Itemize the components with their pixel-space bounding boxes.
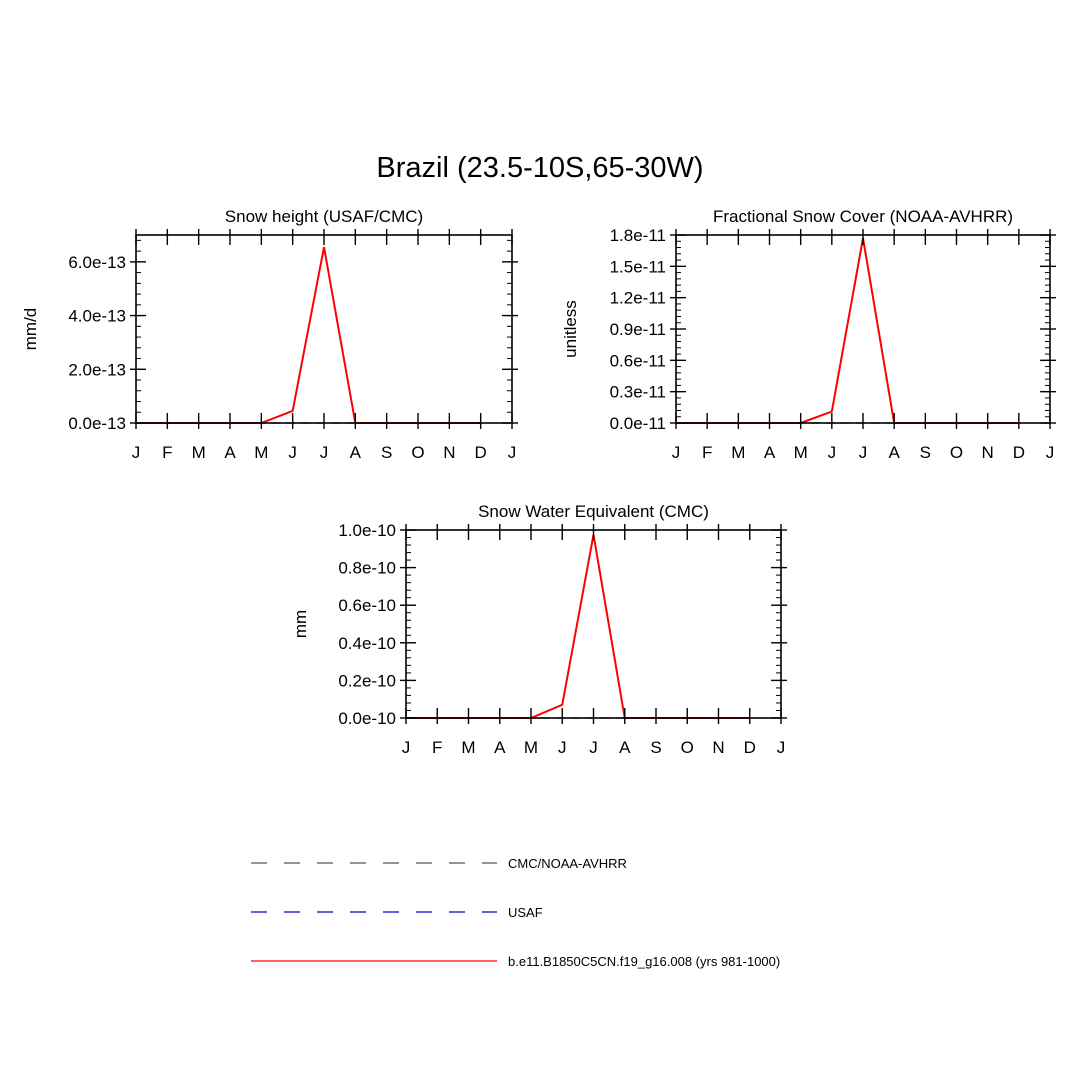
y-tick-label: 0.0e-13 xyxy=(68,414,126,433)
x-tick-label: J xyxy=(402,738,411,757)
plot-frame xyxy=(675,234,1051,424)
y-tick-label: 0.4e-10 xyxy=(338,634,396,653)
x-tick-label: J xyxy=(777,738,786,757)
x-tick-label: J xyxy=(859,443,868,462)
x-tick-label: M xyxy=(461,738,475,757)
x-tick-label: S xyxy=(920,443,931,462)
y-axis-label: mm/d xyxy=(21,308,40,351)
x-tick-label: J xyxy=(320,443,329,462)
y-tick-label: 2.0e-13 xyxy=(68,360,126,379)
series-line-2 xyxy=(136,246,481,424)
x-tick-label: A xyxy=(494,738,506,757)
x-tick-label: M xyxy=(794,443,808,462)
x-tick-label: S xyxy=(381,443,392,462)
x-tick-label: J xyxy=(558,738,567,757)
y-tick-label: 0.9e-11 xyxy=(610,320,666,339)
y-tick-label: 0.0e-10 xyxy=(338,709,396,728)
figure-title: Brazil (23.5-10S,65-30W) xyxy=(376,152,704,184)
panel-title: Snow Water Equivalent (CMC) xyxy=(478,502,709,521)
x-tick-label: J xyxy=(672,443,681,462)
x-tick-label: A xyxy=(888,443,900,462)
x-tick-label: S xyxy=(650,738,661,757)
x-tick-label: A xyxy=(350,443,362,462)
x-tick-label: J xyxy=(1046,443,1055,462)
x-tick-label: N xyxy=(982,443,994,462)
panel-3: J F M A M J J A S O N D J0.0e-100.2e-100.4e-100.6e-1… xyxy=(291,502,787,757)
y-tick-label: 0.2e-10 xyxy=(338,671,396,690)
x-tick-label: O xyxy=(411,443,424,462)
y-tick-label: 1.0e-10 xyxy=(338,521,396,540)
y-tick-label: 4.0e-13 xyxy=(68,307,126,326)
panel-2: J F M A M J J A S O N D J0.0e-110.3e-110.6e-110.9e-1… xyxy=(561,207,1056,462)
x-tick-label: D xyxy=(744,738,756,757)
x-tick-label: O xyxy=(950,443,963,462)
x-tick-label: M xyxy=(254,443,268,462)
panel-title: Fractional Snow Cover (NOAA-AVHRR) xyxy=(713,207,1013,226)
x-tick-label: M xyxy=(192,443,206,462)
x-tick-label: A xyxy=(224,443,236,462)
y-tick-label: 0.0e-11 xyxy=(610,414,666,433)
x-tick-label: M xyxy=(731,443,745,462)
legend: CMC/NOAA-AVHRR USAF b.e11.B1850C5CN.f19_g1… xyxy=(251,856,780,969)
y-tick-label: 1.5e-11 xyxy=(610,257,666,276)
x-tick-label: J xyxy=(132,443,141,462)
x-tick-label: N xyxy=(443,443,455,462)
y-axis-label: unitless xyxy=(561,300,580,358)
y-tick-label: 6.0e-13 xyxy=(68,253,126,272)
x-tick-label: A xyxy=(619,738,631,757)
legend-label-2: USAF xyxy=(508,905,543,920)
x-tick-label: O xyxy=(681,738,694,757)
y-tick-label: 1.2e-11 xyxy=(610,289,666,308)
plot-frame xyxy=(135,234,513,424)
y-tick-label: 1.8e-11 xyxy=(610,226,666,245)
x-tick-label: A xyxy=(764,443,776,462)
x-tick-label: J xyxy=(589,738,598,757)
x-tick-label: D xyxy=(1013,443,1025,462)
x-tick-label: F xyxy=(432,738,442,757)
y-tick-label: 0.6e-11 xyxy=(610,351,666,370)
y-tick-label: 0.3e-11 xyxy=(610,383,666,402)
x-tick-label: F xyxy=(702,443,712,462)
y-tick-label: 0.8e-10 xyxy=(338,559,396,578)
x-tick-label: J xyxy=(508,443,517,462)
series-line-2 xyxy=(406,534,750,719)
x-tick-label: M xyxy=(524,738,538,757)
panel-1: J F M A M J J A S O N D J0.0e-132.0e-134.0e-136.0e-1… xyxy=(21,207,518,462)
panel-title: Snow height (USAF/CMC) xyxy=(225,207,423,226)
x-tick-label: J xyxy=(288,443,297,462)
legend-label-3: b.e11.B1850C5CN.f19_g16.008 (yrs 981-100… xyxy=(508,954,780,969)
y-tick-label: 0.6e-10 xyxy=(338,596,396,615)
y-axis-label: mm xyxy=(291,610,310,638)
x-tick-label: D xyxy=(475,443,487,462)
x-tick-label: J xyxy=(828,443,837,462)
x-tick-label: F xyxy=(162,443,172,462)
x-tick-label: N xyxy=(712,738,724,757)
series-line-2 xyxy=(676,237,1019,424)
plot-frame xyxy=(405,529,782,719)
legend-label-1: CMC/NOAA-AVHRR xyxy=(508,856,627,871)
